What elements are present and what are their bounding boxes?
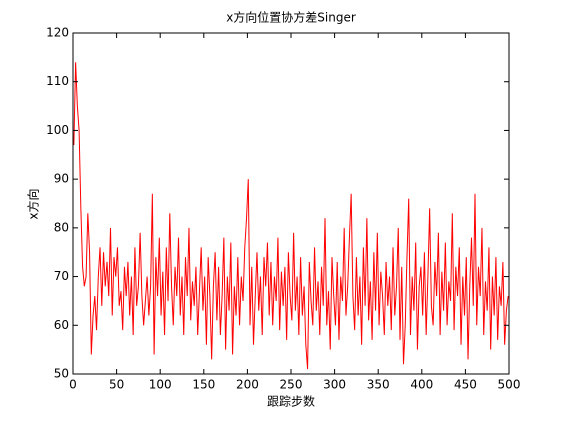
x-tick-label: 450 bbox=[454, 378, 477, 392]
x-tick-label: 0 bbox=[69, 378, 77, 392]
y-tick-label: 110 bbox=[46, 74, 69, 88]
x-tick-label: 100 bbox=[149, 378, 172, 392]
x-tick-label: 350 bbox=[367, 378, 390, 392]
y-axis-label: x方向 bbox=[26, 188, 41, 219]
x-tick-label: 300 bbox=[323, 378, 346, 392]
y-tick-label: 80 bbox=[54, 220, 69, 234]
y-tick-label: 50 bbox=[54, 367, 69, 381]
y-tick-label: 70 bbox=[54, 269, 69, 283]
y-tick-label: 90 bbox=[54, 172, 69, 186]
chart-title: x方向位置协方差Singer bbox=[226, 10, 356, 25]
x-axis-label: 跟踪步数 bbox=[267, 394, 315, 409]
x-tick-label: 50 bbox=[109, 378, 124, 392]
x-tick-label: 500 bbox=[498, 378, 521, 392]
data-line bbox=[73, 62, 509, 370]
x-tick-label: 200 bbox=[236, 378, 259, 392]
y-tick-label: 120 bbox=[46, 26, 69, 40]
y-tick-label: 60 bbox=[54, 318, 69, 332]
x-tick-label: 150 bbox=[192, 378, 215, 392]
x-tick-label: 400 bbox=[410, 378, 433, 392]
x-tick-label: 250 bbox=[280, 378, 303, 392]
y-tick-label: 100 bbox=[46, 123, 69, 137]
